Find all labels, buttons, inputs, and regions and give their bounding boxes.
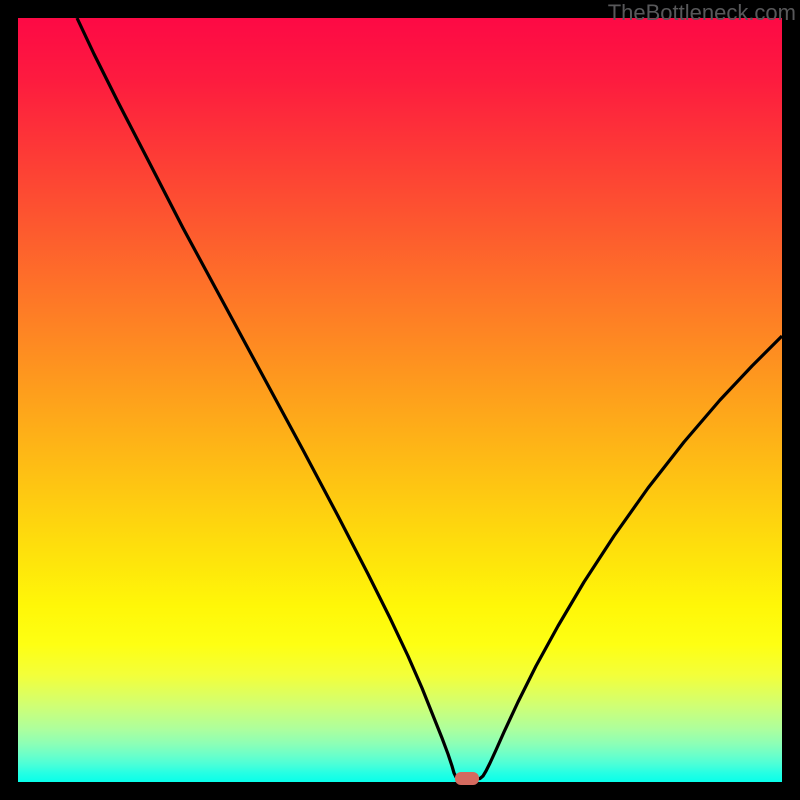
gradient-background xyxy=(18,18,782,782)
plot-area xyxy=(18,18,782,782)
watermark-text: TheBottleneck.com xyxy=(608,0,796,26)
optimal-marker xyxy=(455,772,479,785)
